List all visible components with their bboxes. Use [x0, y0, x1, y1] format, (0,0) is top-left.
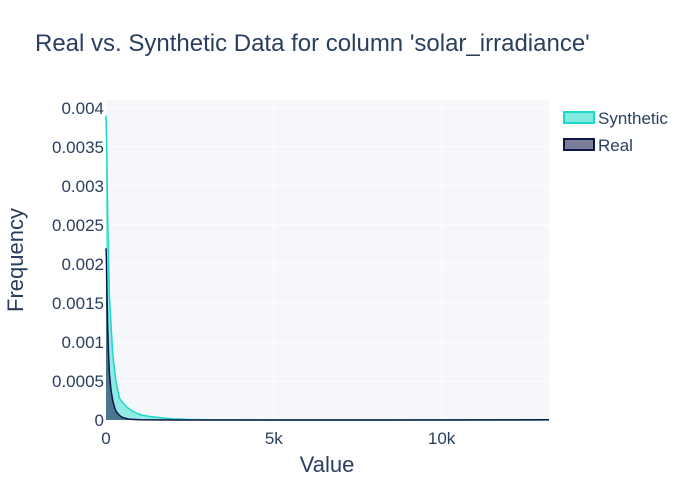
y-tick-label: 0 [95, 411, 104, 430]
x-tick-label: 0 [101, 429, 110, 448]
plot-area [106, 100, 549, 420]
y-tick-label: 0.0005 [52, 372, 104, 391]
y-axis-ticks: 0 0.0005 0.001 0.0015 0.002 0.0025 0.003 0.0035… [52, 99, 104, 430]
y-axis-title: Frequency [3, 208, 28, 312]
chart-title: Real vs. Synthetic Data for column 'sola… [35, 30, 590, 57]
series-areas [105, 115, 550, 421]
legend-item-synthetic[interactable]: Synthetic [563, 109, 668, 128]
legend-swatch [563, 138, 595, 151]
y-tick-label: 0.004 [61, 99, 104, 118]
y-tick-label: 0.002 [61, 255, 104, 274]
y-tick-label: 0.0015 [52, 294, 104, 313]
legend-label: Real [598, 136, 633, 155]
x-axis-title: Value [300, 452, 355, 477]
legend-item-real[interactable]: Real [563, 136, 633, 155]
series-line-real [105, 248, 550, 421]
x-tick-label: 5k [265, 429, 283, 448]
x-tick-label: 10k [428, 429, 456, 448]
legend-label: Synthetic [598, 109, 668, 128]
x-axis-ticks: 0 5k 10k [101, 429, 456, 448]
y-tick-label: 0.0025 [52, 216, 104, 235]
legend-swatch [563, 111, 595, 124]
legend[interactable]: Synthetic Real [563, 109, 668, 155]
y-tick-label: 0.003 [61, 177, 104, 196]
grid [106, 100, 549, 420]
y-tick-label: 0.001 [61, 333, 104, 352]
y-tick-label: 0.0035 [52, 138, 104, 157]
